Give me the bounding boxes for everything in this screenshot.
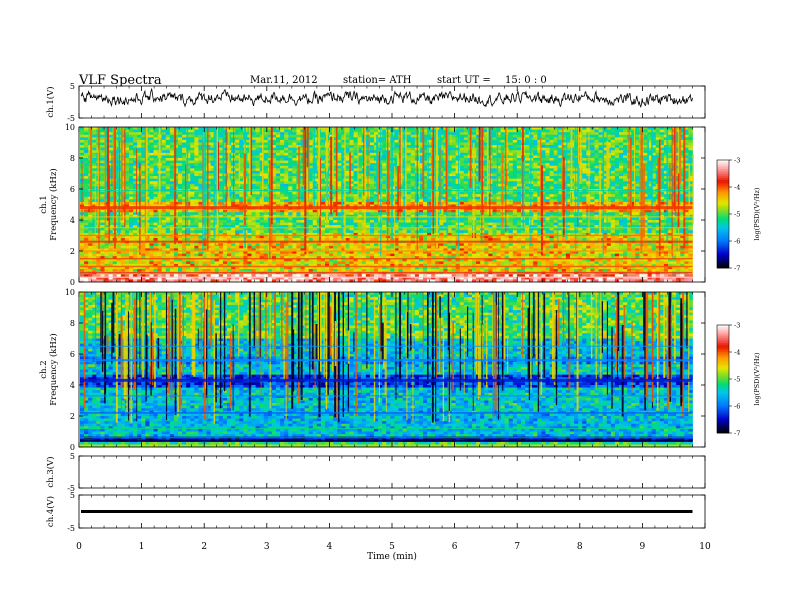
colorbar-tick-label: -3 — [734, 322, 740, 330]
xtick-label: 4 — [327, 542, 333, 552]
ytick-label: 2 — [70, 247, 75, 256]
panel-4-ylabel: ch.3(V) — [45, 456, 56, 487]
ch1-waveform-line — [80, 87, 693, 108]
panel-5-ylabel: ch.4(V) — [45, 496, 56, 527]
ch2-colorbar: -3 -4 -5 -6 -7 log(PSD)(V²/Hz) — [716, 322, 761, 438]
ytick-label: 5 — [70, 452, 75, 461]
ytick-label: -5 — [67, 114, 75, 123]
ch1-colorbar: -3 -4 -5 -6 -7 log(PSD)(V²/Hz) — [716, 157, 761, 273]
panel-3-ylabel: ch.2 — [39, 360, 49, 378]
xtick-label: 5 — [389, 542, 395, 552]
panel-3-axes: 0 2 4 6 8 10 ch.2 Frequency (kHz) — [39, 288, 706, 452]
chart-start-time: 15: 0 : 0 — [505, 75, 547, 86]
chart-station: station= ATH — [343, 75, 412, 86]
ytick-label: 6 — [70, 350, 75, 359]
xtick-label: 8 — [577, 542, 583, 552]
ytick-label: 4 — [70, 216, 75, 225]
ytick-label: 5 — [70, 491, 75, 500]
panel-1-ylabel: ch.1(V) — [45, 86, 56, 117]
panel-1-axes: 5 -5 ch.1(V) — [45, 82, 706, 123]
colorbar-tick-label: -6 — [734, 403, 740, 411]
xtick-label: 6 — [452, 542, 458, 552]
colorbar-label: log(PSD)(V²/Hz) — [753, 187, 761, 240]
ytick-label: 2 — [70, 412, 75, 421]
colorbar-tick-label: -4 — [734, 184, 740, 192]
ch1-spectrogram — [80, 127, 694, 283]
ytick-label: 10 — [65, 288, 75, 297]
chart-start-label: start UT = — [437, 75, 491, 86]
colorbar-tick-label: -6 — [734, 238, 740, 246]
xtick-label: 2 — [201, 542, 207, 552]
panel-5-axes: 5 -5 ch.4(V) — [45, 491, 706, 533]
colorbar-tick-label: -7 — [734, 430, 740, 438]
ytick-label: 8 — [70, 154, 75, 163]
ch2-spectrogram — [80, 292, 693, 448]
xtick-label: 0 — [76, 542, 82, 552]
xtick-label: 3 — [264, 542, 270, 552]
panel-2-axes: 0 2 4 6 8 10 ch.1 Frequency (kHz) — [39, 123, 706, 287]
xtick-label: 9 — [640, 542, 646, 552]
ytick-label: 6 — [70, 185, 75, 194]
colorbar-tick-label: -5 — [734, 376, 740, 384]
chart-date: Mar.11, 2012 — [250, 75, 318, 86]
panel-3-ylabel: Frequency (kHz) — [48, 333, 59, 405]
ytick-label: 8 — [70, 319, 75, 328]
ytick-label: 10 — [65, 123, 75, 132]
xtick-label: 1 — [139, 542, 145, 552]
colorbar-tick-label: -5 — [734, 211, 740, 219]
x-axis-label: Time (min) — [367, 551, 417, 562]
ytick-label: 0 — [70, 443, 75, 452]
panel-4-axes: 5 -5 ch.3(V) — [45, 452, 706, 493]
ytick-label: 0 — [70, 278, 75, 287]
ytick-label: -5 — [67, 484, 75, 493]
panel-2-ylabel: Frequency (kHz) — [48, 168, 59, 240]
chart-header: VLF Spectra Mar.11, 2012 station= ATH st… — [0, 0, 792, 100]
xtick-label: 7 — [514, 542, 520, 552]
chart-title: VLF Spectra — [79, 73, 162, 88]
colorbar-label: log(PSD)(V²/Hz) — [753, 352, 761, 405]
x-axis: 0 1 2 3 4 5 6 7 8 9 10 Time (min) — [76, 542, 711, 562]
colorbar-tick-label: -7 — [734, 265, 740, 273]
ytick-label: -5 — [67, 524, 75, 533]
colorbar-tick-label: -4 — [734, 349, 740, 357]
colorbar-tick-label: -3 — [734, 157, 740, 165]
ytick-label: 5 — [70, 82, 75, 91]
ytick-label: 4 — [70, 381, 75, 390]
panel-2-ylabel: ch.1 — [39, 195, 49, 213]
xtick-label: 10 — [699, 542, 711, 552]
ch1-waveform — [80, 87, 693, 108]
